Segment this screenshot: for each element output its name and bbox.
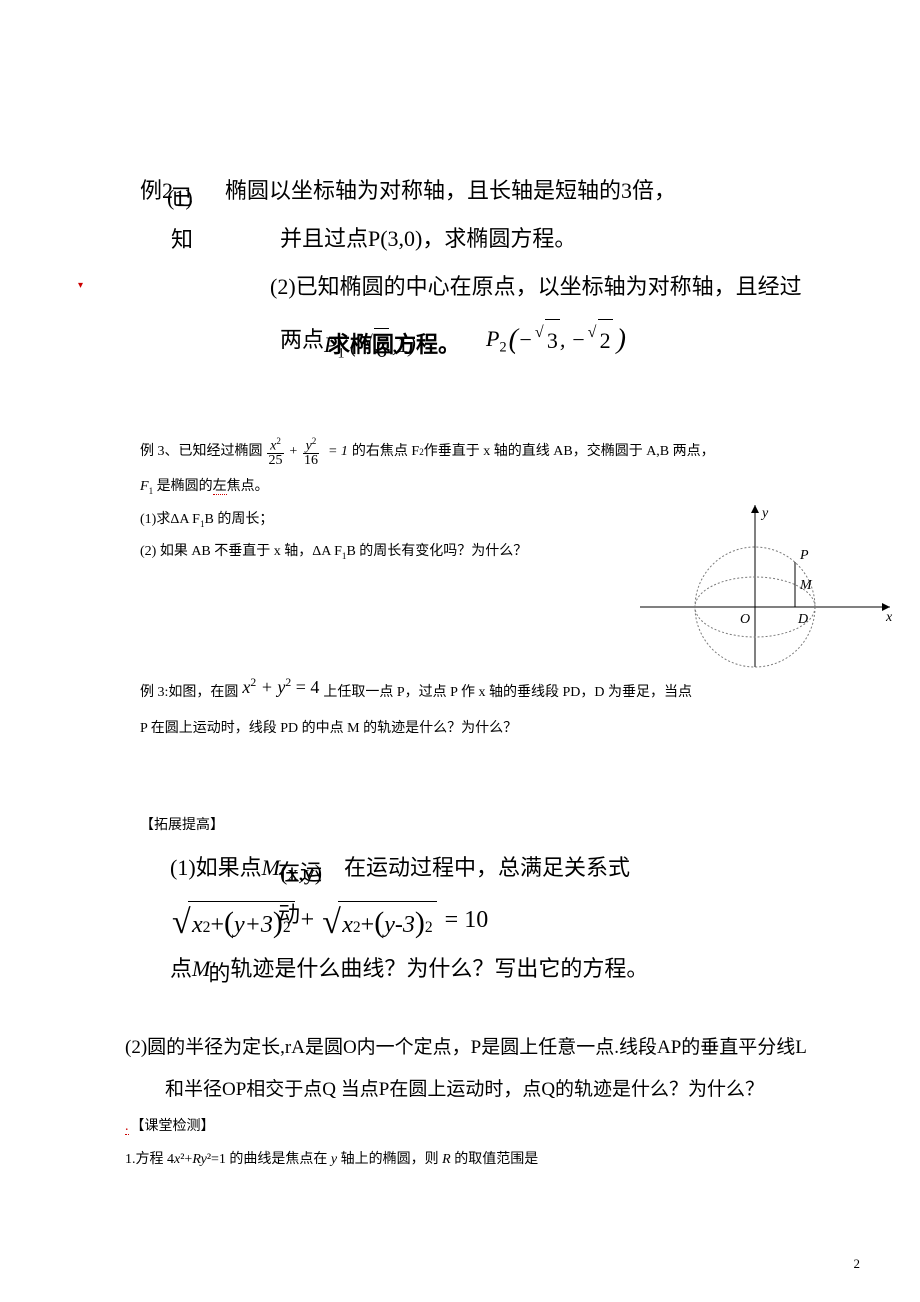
ext-l3b: 轨迹是什么曲线？为什么？写出它的方程。 [230,948,648,990]
frac1: x2 25 [266,437,286,469]
ex2-line1: 例2 (1) 已知 椭圆以坐标轴为对称轴，且长轴是短轴的3倍， [140,170,870,212]
ex3b-line2: P 在圆上运动时，线段 PD 的中点 M 的轨迹是什么？为什么？ [140,716,870,743]
ex3b-tail1: 上任取一点 P，过点 P 作 x 轴的垂线段 PD，D 为垂足，当点 [323,680,692,707]
kt-i: 的取值范围是 [451,1152,539,1167]
sqrt2: √ x2+(y-3)2 [338,901,436,940]
label-y: y [760,506,769,521]
ex3a-tail: 的右焦点 F [352,439,419,466]
ext-line3: 点 M 的 轨迹是什么曲线？为什么？写出它的方程。 [140,948,870,990]
label-M: M [799,578,813,593]
p1-label: P [324,332,337,357]
ex3a-l3a: (1)求ΔA F [140,512,200,527]
kt-d: Ry [192,1152,207,1167]
ext-heading: 【拓展提高】 [140,813,870,840]
question-2-block: (2)圆的半径为定长,rA是圆O内一个定点，P是圆上任意一点.线段AP的垂直平分… [50,1030,870,1108]
ex3a-l2b: 是椭圆的 [157,479,213,494]
kt-head-text: 【课堂检测】 [131,1119,215,1134]
circle-diagram: y x P M O D [640,497,900,677]
kt-g: 轴上的椭圆，则 [337,1152,442,1167]
label-P: P [799,548,809,563]
kt-q1: 1.方程 4x²+Ry²=1 的曲线是焦点在 y 轴上的椭圆，则 R 的取值范围… [125,1147,870,1174]
eq-rhs: = 1 [328,439,348,466]
p1-sub: 1 [337,345,344,361]
ext-formula: √ x2+(y+3)2 + √ x2+(y-3)2 = 10 [140,901,870,940]
formula-rhs: = 10 [445,907,489,934]
kt-c: ²+ [180,1152,192,1167]
ex2-line1-text: 椭圆以坐标轴为对称轴，且长轴是短轴的3倍， [225,170,676,212]
p2-sub: 2 [499,340,506,356]
label-O: O [740,612,750,627]
ex3a-F-sub: 1 [149,486,154,496]
ext-ov3: 的 [208,953,230,995]
ext-l1b: 在运动过程中，总满足关系式 [344,847,630,889]
ex2-line3: (2)已知椭圆的中心在原点，以坐标轴为对称轴，且经过 [140,266,870,308]
p2-coord-b: 2 [600,320,611,362]
ex2-line4: 两点 求椭圆方程。 P1 ( √6 ,1) P2 ( − √3 , − √2 ) [140,313,870,366]
page-number: 2 [854,1256,861,1272]
ex2-line4-lead: 两点 [280,319,324,361]
ex3b-lead: 例 3:如图，在圆 [140,680,238,707]
kt-heading: .【课堂检测】 [125,1114,870,1141]
red-dot-2: . [125,1119,129,1135]
classroom-test-block: .【课堂检测】 1.方程 4x²+Ry²=1 的曲线是焦点在 y 轴上的椭圆，则… [50,1114,870,1173]
ext-l3a: 点 [170,948,192,990]
ex3a-red: 左 [213,479,227,495]
frac2: y2 16 [301,437,321,469]
ex3a-l3b: B 的周长； [205,512,274,527]
yminus: y-3 [384,912,415,939]
kt-h: R [442,1152,451,1167]
frac1-den: 25 [266,454,286,468]
ex3a-l4a: (2) 如果 AB 不垂直于 x 轴，ΔA F [140,544,342,559]
ext-l1a: (1)如果点 [170,847,262,889]
example-3a-block: 例 3、已知经过椭圆 x2 25 + y2 16 = 1 的右焦点 F2 作垂直… [50,437,870,566]
p2-label: P [486,326,499,351]
ex3a-tail2: 作垂直于 x 轴的直线 AB，交椭圆于 A,B 两点， [424,439,715,466]
label-x: x [885,610,893,625]
ex3a-line1: 例 3、已知经过椭圆 x2 25 + y2 16 = 1 的右焦点 F2 作垂直… [140,437,870,469]
red-dot-1: ▾ [78,280,83,291]
p2-coord-a: 3 [547,320,558,362]
label-D: D [797,612,808,627]
ex3a-lead: 例 3、已知经过椭圆 [140,439,263,466]
ex3a-l4b: B 的周长有变化吗？为什么？ [346,544,527,559]
ex3a-l2c: 焦点。 [227,479,269,494]
q2-line2: 和半径OP相交于点Q 当点P在圆上运动时，点Q的轨迹是什么？为什么？ [125,1072,870,1108]
ex2-overlap: 已知 [171,177,201,261]
example-2-block: 例2 (1) 已知 椭圆以坐标轴为对称轴，且长轴是短轴的3倍， 并且过点P(3,… [50,170,870,367]
extension-block: 【拓展提高】 (1)如果点 M (x,y) 在运动 在运动过程中，总满足关系式 … [50,813,870,990]
ext-line1: (1)如果点 M (x,y) 在运动 在运动过程中，总满足关系式 [140,847,870,889]
p1-coord-a: 6 [376,329,387,371]
eq-val: = 4 [296,677,320,697]
frac2-den: 16 [301,454,321,468]
ex3a-F: F [140,479,149,494]
kt-e: ²=1 的曲线是焦点在 [207,1152,331,1167]
q2-l1: (2)圆的半径为定长,rA是圆O内一个定点，P是圆上任意一点.线段AP的垂直平分… [125,1037,807,1058]
ex3b-line1: 例 3:如图，在圆 x2 + y2 = 4 上任取一点 P，过点 P 作 x 轴… [140,676,870,710]
example-3b-block: 例 3:如图，在圆 x2 + y2 = 4 上任取一点 P，过点 P 作 x 轴… [50,676,870,743]
kt-a: 1.方程 4 [125,1152,174,1167]
p1-coord-b: 1 [398,332,409,357]
q2-line1: (2)圆的半径为定长,rA是圆O内一个定点，P是圆上任意一点.线段AP的垂直平分… [125,1030,870,1066]
ex2-line2: 并且过点P(3,0)，求椭圆方程。 [140,218,870,260]
yplus: y+3 [234,912,273,939]
sqrt1: √ x2+(y+3)2 [188,901,295,940]
